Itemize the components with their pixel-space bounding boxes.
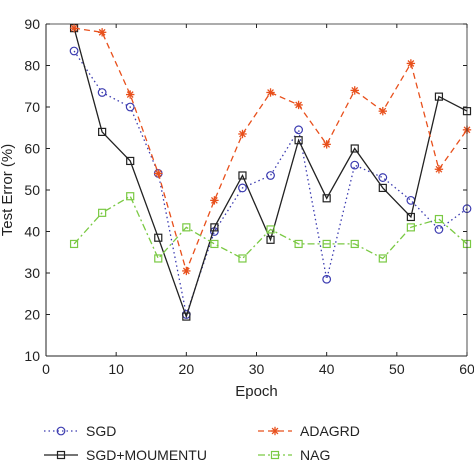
series-nag	[69, 192, 472, 263]
series-sgd-moumentu	[69, 24, 472, 321]
series-layer	[69, 23, 472, 321]
y-tick-label: 40	[24, 224, 40, 240]
x-tick-label: 0	[42, 361, 50, 377]
data-point	[266, 225, 275, 234]
data-point	[350, 239, 359, 249]
data-point	[266, 88, 275, 97]
data-point	[406, 212, 415, 222]
data-point	[294, 125, 304, 135]
legend-marker	[56, 450, 66, 460]
data-point	[378, 183, 387, 193]
data-point	[238, 129, 247, 139]
y-tick-label: 70	[24, 99, 40, 115]
data-point	[154, 169, 163, 178]
legend-item: SGD+MOUMENTU	[44, 447, 207, 463]
data-point	[126, 156, 135, 166]
y-tick-label: 90	[24, 16, 40, 32]
data-point	[210, 239, 219, 249]
data-point	[434, 92, 444, 101]
x-tick-label: 50	[389, 361, 405, 377]
y-axis-label: Test Error (%)	[0, 144, 16, 237]
data-point	[378, 106, 387, 116]
data-point	[406, 223, 415, 232]
data-point	[210, 223, 219, 232]
y-tick-label: 50	[24, 182, 40, 198]
data-point	[322, 194, 331, 203]
legend: SGD ADAGRD SGD+MOUMENTU NAG	[44, 423, 360, 463]
x-tick-label: 10	[108, 361, 124, 377]
y-tick-label: 60	[24, 141, 40, 157]
data-point	[406, 59, 416, 68]
data-point	[126, 90, 135, 99]
data-point	[238, 171, 247, 180]
plot-area	[46, 24, 467, 356]
data-point	[350, 160, 360, 170]
data-point	[182, 223, 191, 232]
x-tick-label: 60	[459, 361, 474, 377]
data-point	[266, 235, 275, 244]
legend-label: NAG	[300, 447, 330, 463]
data-point	[69, 239, 79, 249]
x-tick-label: 40	[319, 361, 335, 377]
y-tick-label: 10	[24, 348, 40, 364]
data-point	[182, 266, 191, 276]
data-point	[434, 214, 444, 224]
data-point	[97, 28, 107, 37]
data-point	[294, 136, 303, 145]
data-point	[238, 254, 247, 263]
data-point	[322, 274, 332, 284]
x-tick-label: 20	[179, 361, 195, 377]
data-point	[294, 100, 303, 110]
data-point	[294, 239, 303, 249]
data-point	[98, 208, 107, 217]
data-point	[378, 173, 388, 182]
data-point	[322, 239, 331, 249]
legend-item: SGD	[44, 423, 116, 439]
data-point	[350, 144, 359, 153]
plot-background	[46, 24, 467, 356]
data-point	[322, 140, 331, 149]
legend-label: ADAGRD	[300, 423, 360, 439]
data-point	[69, 23, 79, 33]
legend-marker	[56, 426, 66, 436]
y-tick-label: 30	[24, 265, 40, 281]
data-point	[434, 165, 444, 174]
x-axis-label: Epoch	[235, 383, 278, 400]
data-point	[378, 254, 387, 263]
data-point	[125, 102, 135, 112]
data-point	[350, 86, 359, 95]
y-tick-label: 20	[24, 307, 40, 323]
data-point	[97, 88, 107, 97]
legend-marker	[270, 450, 280, 460]
data-point	[266, 171, 275, 180]
series-line	[73, 27, 468, 319]
data-point	[434, 225, 444, 234]
legend-label: SGD	[86, 423, 116, 439]
data-point	[238, 183, 247, 193]
data-point	[126, 192, 135, 201]
legend-label: SGD+MOUMENTU	[86, 447, 207, 463]
x-tick-label: 30	[249, 361, 265, 377]
data-point	[98, 127, 107, 136]
legend-item: ADAGRD	[258, 423, 360, 439]
data-point	[210, 196, 219, 205]
data-point	[182, 312, 191, 321]
data-point	[154, 254, 163, 263]
legend-item: NAG	[258, 447, 330, 463]
y-tick-label: 80	[24, 58, 40, 74]
series-line	[74, 27, 468, 273]
legend-marker	[270, 426, 280, 436]
data-point	[69, 46, 79, 56]
data-point	[154, 233, 163, 242]
series-adagrd	[69, 23, 472, 276]
series-line	[73, 195, 468, 260]
